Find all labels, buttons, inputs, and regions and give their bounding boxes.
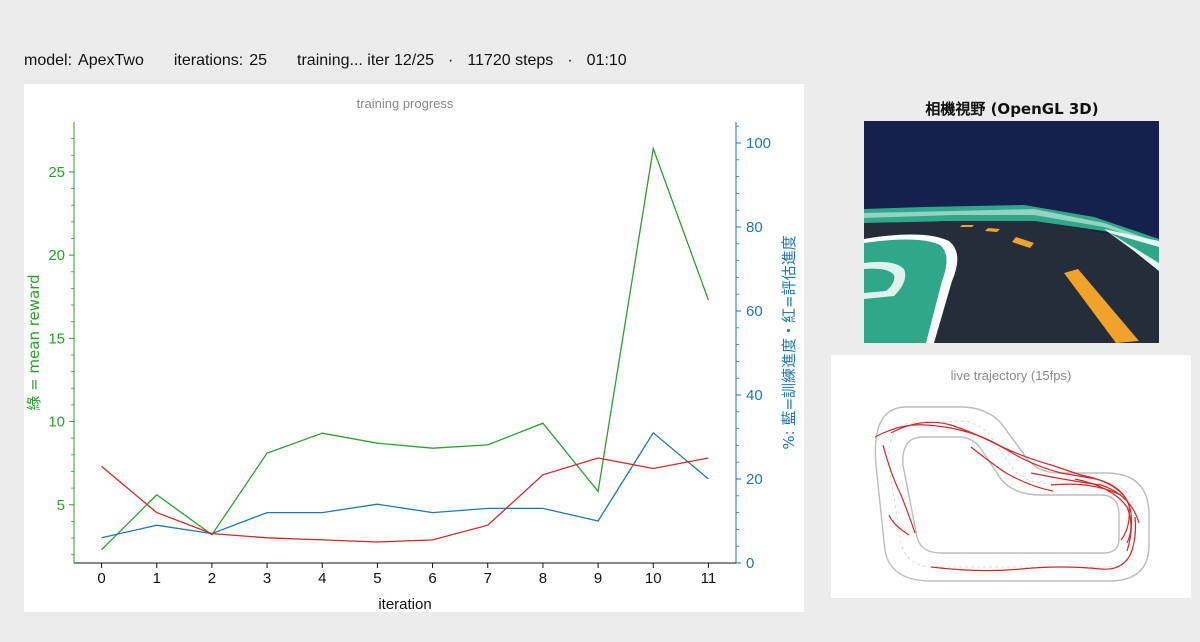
iterations-label: iterations:	[173, 52, 244, 69]
right-tick-label: 40	[746, 387, 763, 404]
track-centerline	[888, 420, 1135, 568]
trajectory-traces	[874, 421, 1140, 572]
x-tick-label: 6	[428, 570, 436, 587]
series-line-1	[101, 146, 710, 551]
right-tick-label: 0	[746, 555, 754, 572]
trajectory-plot	[874, 406, 1150, 582]
x-tick-label: 2	[208, 570, 216, 587]
iterations-value: 25	[249, 52, 268, 69]
x-tick-label: 7	[484, 570, 492, 587]
x-tick-label: 3	[263, 570, 271, 587]
model-value: ApexTwo	[78, 52, 144, 69]
status-bar: model: ApexTwo iterations: 25 training..…	[24, 50, 627, 72]
x-tick-label: 5	[373, 570, 381, 587]
camera-view	[864, 121, 1159, 343]
trajectory-panel: live trajectory (15fps)	[831, 355, 1191, 598]
elapsed-text: 01:10	[586, 52, 627, 69]
left-tick-label: 20	[48, 247, 65, 264]
camera-title: 相機視野 (OpenGL 3D)	[925, 100, 1099, 118]
left-axis-label: 綠 = mean reward	[25, 274, 43, 410]
steps-text: 11720 steps	[467, 52, 554, 69]
trajectory-title: live trajectory (15fps)	[950, 368, 1072, 383]
track-outer-edge	[874, 406, 1150, 582]
training-chart-panel: training progress 5 10 15 20 25 0 20 40 60 80 100 0 1…	[24, 84, 804, 612]
x-tick-label: 4	[318, 570, 326, 587]
x-tick-label: 9	[594, 570, 602, 587]
track-inner-edge	[902, 436, 1120, 554]
x-tick-label: 10	[645, 570, 662, 587]
right-tick-label: 80	[746, 219, 763, 236]
x-tick-label: 0	[97, 570, 105, 587]
left-tick-label: 10	[48, 414, 65, 431]
series-line-3	[101, 457, 709, 543]
x-tick-label: 8	[539, 570, 547, 587]
right-tick-label: 20	[746, 471, 763, 488]
right-axis-label: %: 藍=訓練進度・紅=評估進度	[780, 235, 798, 449]
left-tick-label: 25	[48, 164, 65, 181]
separator-dot: ·	[567, 52, 573, 69]
left-tick-label: 5	[57, 497, 65, 514]
x-axis-label: iteration	[378, 596, 431, 612]
x-tick-label: 11	[701, 570, 717, 587]
model-label: model:	[24, 52, 73, 69]
progress-text: training... iter 12/25	[297, 52, 434, 69]
right-tick-label: 100	[746, 135, 771, 152]
left-tick-label: 15	[48, 330, 65, 347]
right-tick-label: 60	[746, 303, 763, 320]
series-line-2	[101, 431, 709, 539]
x-tick-label: 1	[153, 570, 161, 587]
separator-dot: ·	[447, 52, 454, 69]
chart-title: training progress	[357, 96, 454, 111]
